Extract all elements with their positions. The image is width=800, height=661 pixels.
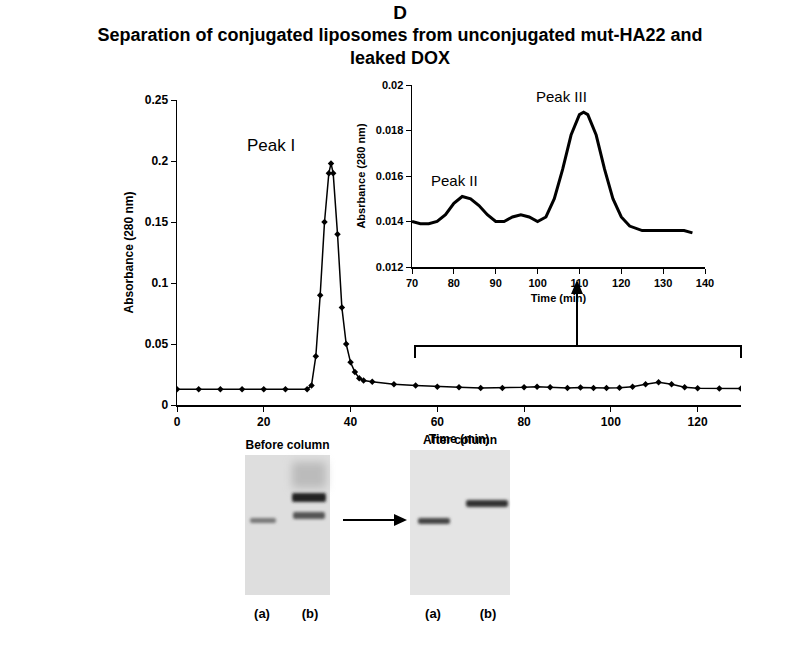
svg-text:Peak III: Peak III: [536, 88, 587, 105]
svg-text:Absorbance (280 nm): Absorbance (280 nm): [122, 191, 136, 313]
svg-text:0: 0: [161, 398, 168, 412]
svg-text:0.2: 0.2: [151, 154, 168, 168]
svg-text:(a): (a): [254, 606, 270, 621]
svg-text:0.15: 0.15: [145, 215, 169, 229]
svg-text:(b): (b): [480, 606, 497, 621]
svg-text:Peak I: Peak I: [247, 136, 295, 155]
svg-text:80: 80: [448, 277, 460, 289]
svg-text:0.014: 0.014: [376, 215, 404, 227]
svg-text:140: 140: [696, 277, 714, 289]
svg-text:Time (min): Time (min): [429, 432, 489, 446]
svg-text:0: 0: [174, 415, 181, 429]
svg-text:60: 60: [431, 415, 445, 429]
svg-text:0.25: 0.25: [145, 93, 169, 107]
svg-text:0.012: 0.012: [376, 261, 404, 273]
svg-text:80: 80: [517, 415, 531, 429]
svg-text:130: 130: [654, 277, 672, 289]
svg-text:Before column: Before column: [245, 438, 329, 452]
svg-text:0.02: 0.02: [382, 79, 403, 91]
svg-text:40: 40: [344, 415, 358, 429]
svg-text:20: 20: [257, 415, 271, 429]
svg-text:After column: After column: [423, 433, 497, 447]
svg-text:(a): (a): [425, 606, 441, 621]
svg-text:Absrbance (280 nm): Absrbance (280 nm): [355, 123, 367, 228]
html-text:D: D: [393, 2, 407, 23]
svg-text:0.1: 0.1: [151, 276, 168, 290]
svg-text:0.05: 0.05: [145, 337, 169, 351]
svg-text:0.018: 0.018: [376, 124, 404, 136]
html-text:Separation of conjugated lipos: Separation of conjugated liposomes from …: [97, 25, 703, 68]
svg-text:70: 70: [406, 277, 418, 289]
svg-text:120: 120: [612, 277, 630, 289]
svg-text:90: 90: [490, 277, 502, 289]
svg-text:(b): (b): [302, 606, 319, 621]
svg-text:100: 100: [528, 277, 546, 289]
svg-text:110: 110: [571, 277, 589, 289]
svg-text:120: 120: [688, 415, 708, 429]
svg-text:Time (min): Time (min): [531, 292, 587, 304]
svg-text:100: 100: [601, 415, 621, 429]
svg-text:Peak II: Peak II: [431, 172, 478, 189]
svg-text:0.016: 0.016: [376, 170, 404, 182]
